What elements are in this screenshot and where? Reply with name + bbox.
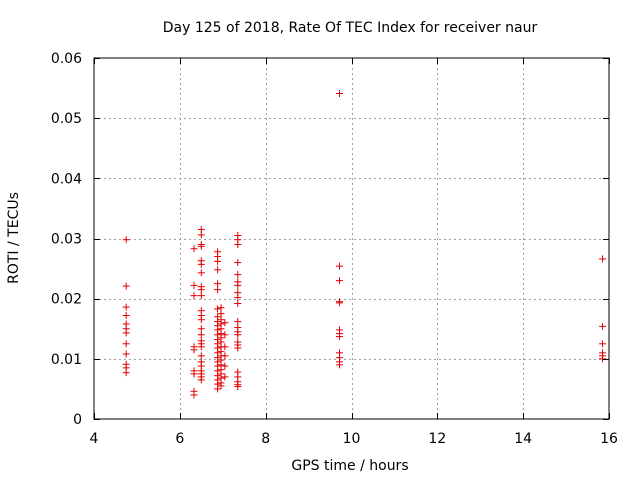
data-point (221, 362, 229, 370)
data-point (122, 340, 130, 348)
data-point (214, 266, 222, 274)
data-point (197, 292, 205, 300)
data-point (197, 260, 205, 268)
data-point (335, 299, 343, 307)
data-point (190, 292, 198, 300)
x-tick-label: 14 (514, 431, 532, 447)
y-tick-label: 0 (73, 412, 82, 428)
data-point (190, 281, 198, 289)
data-point (214, 280, 222, 288)
data-point (221, 331, 229, 339)
data-point (217, 310, 225, 318)
data-point (221, 352, 229, 360)
data-point (197, 325, 205, 333)
data-point (234, 281, 242, 289)
data-point (197, 269, 205, 277)
data-point (335, 277, 343, 285)
data-point (599, 355, 607, 363)
x-tick-labels: 4 6 8 10 12 14 16 (90, 431, 618, 447)
data-point (197, 242, 205, 250)
x-tick-label: 6 (175, 431, 184, 447)
y-tick-label: 0.04 (51, 171, 82, 187)
x-tick-label: 10 (343, 431, 361, 447)
y-tick-label: 0.02 (51, 292, 82, 308)
data-point (190, 391, 198, 399)
data-point (217, 382, 225, 390)
y-tick-label: 0.05 (51, 111, 82, 127)
data-point (335, 262, 343, 270)
data-point (190, 370, 198, 378)
data-point (122, 329, 130, 337)
x-tick-label: 12 (428, 431, 446, 447)
data-point (234, 271, 242, 279)
chart-title: Day 125 of 2018, Rate Of TEC Index for r… (163, 20, 538, 36)
data-point (197, 316, 205, 324)
data-point (122, 282, 130, 290)
data-point (122, 312, 130, 320)
data-point (122, 236, 130, 244)
data-point (122, 369, 130, 377)
data-point (217, 304, 225, 312)
data-point (234, 331, 242, 339)
data-point (190, 346, 198, 354)
y-axis-label: ROTI / TECUs (6, 192, 22, 284)
axis-ticks (94, 58, 610, 420)
y-tick-labels: 0 0.01 0.02 0.03 0.04 0.05 0.06 (51, 51, 82, 428)
data-point (122, 350, 130, 358)
data-point (599, 340, 607, 348)
x-axis-label: GPS time / hours (291, 458, 408, 474)
data-point (335, 333, 343, 341)
plot-frame (93, 57, 610, 420)
data-point (234, 293, 242, 301)
data-point (234, 318, 242, 326)
data-point (234, 241, 242, 249)
data-point (234, 344, 242, 352)
data-point (197, 352, 205, 360)
grid (94, 58, 609, 419)
data-point (599, 255, 607, 263)
data-point (197, 343, 205, 351)
data-point (214, 286, 222, 294)
data-point (197, 231, 205, 239)
data-point (234, 383, 242, 391)
data-point (221, 373, 229, 381)
points (122, 89, 607, 399)
y-tick-label: 0.01 (51, 352, 82, 368)
data-point (214, 257, 222, 265)
data-point (190, 245, 198, 253)
x-tick-label: 4 (90, 431, 99, 447)
data-point (335, 89, 343, 97)
data-point (197, 376, 205, 384)
y-tick-label: 0.03 (51, 232, 82, 248)
data-point (214, 385, 222, 393)
data-point (221, 343, 229, 351)
y-tick-label: 0.06 (51, 51, 82, 67)
data-point (214, 305, 222, 313)
data-point (197, 286, 205, 294)
data-point (599, 322, 607, 330)
data-point (122, 303, 130, 311)
data-point (234, 259, 242, 267)
data-point (234, 299, 242, 307)
x-tick-label: 16 (600, 431, 618, 447)
data-point (197, 331, 205, 339)
x-tick-label: 8 (261, 431, 270, 447)
data-point (221, 319, 229, 327)
data-point (335, 361, 343, 369)
